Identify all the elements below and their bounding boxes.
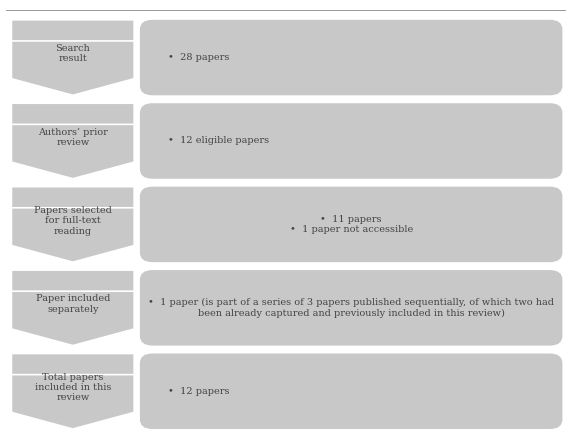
Polygon shape [11, 270, 134, 324]
Polygon shape [11, 103, 134, 158]
Polygon shape [11, 291, 134, 345]
Polygon shape [11, 125, 134, 179]
Text: •  12 eligible papers: • 12 eligible papers [168, 136, 270, 146]
FancyBboxPatch shape [140, 353, 562, 429]
Polygon shape [11, 374, 134, 429]
FancyBboxPatch shape [140, 103, 562, 179]
Text: •  11 papers
•  1 paper not accessible: • 11 papers • 1 paper not accessible [289, 215, 413, 234]
Polygon shape [11, 20, 134, 74]
Text: •  28 papers: • 28 papers [168, 53, 230, 62]
Text: Total papers
included in this
review: Total papers included in this review [35, 373, 111, 402]
FancyBboxPatch shape [140, 20, 562, 95]
Text: Search
result: Search result [55, 44, 90, 63]
FancyBboxPatch shape [140, 187, 562, 262]
Text: Paper included
separately: Paper included separately [35, 294, 110, 314]
Polygon shape [11, 208, 134, 262]
Text: Papers selected
for full-text
reading: Papers selected for full-text reading [34, 206, 112, 235]
Polygon shape [11, 353, 134, 408]
Polygon shape [11, 187, 134, 241]
Text: Authors’ prior
review: Authors’ prior review [38, 128, 108, 147]
Text: •  1 paper (is part of a series of 3 papers published sequentially, of which two: • 1 paper (is part of a series of 3 pape… [148, 298, 554, 318]
Polygon shape [11, 41, 134, 95]
FancyBboxPatch shape [140, 270, 562, 345]
Text: •  12 papers: • 12 papers [168, 387, 230, 396]
